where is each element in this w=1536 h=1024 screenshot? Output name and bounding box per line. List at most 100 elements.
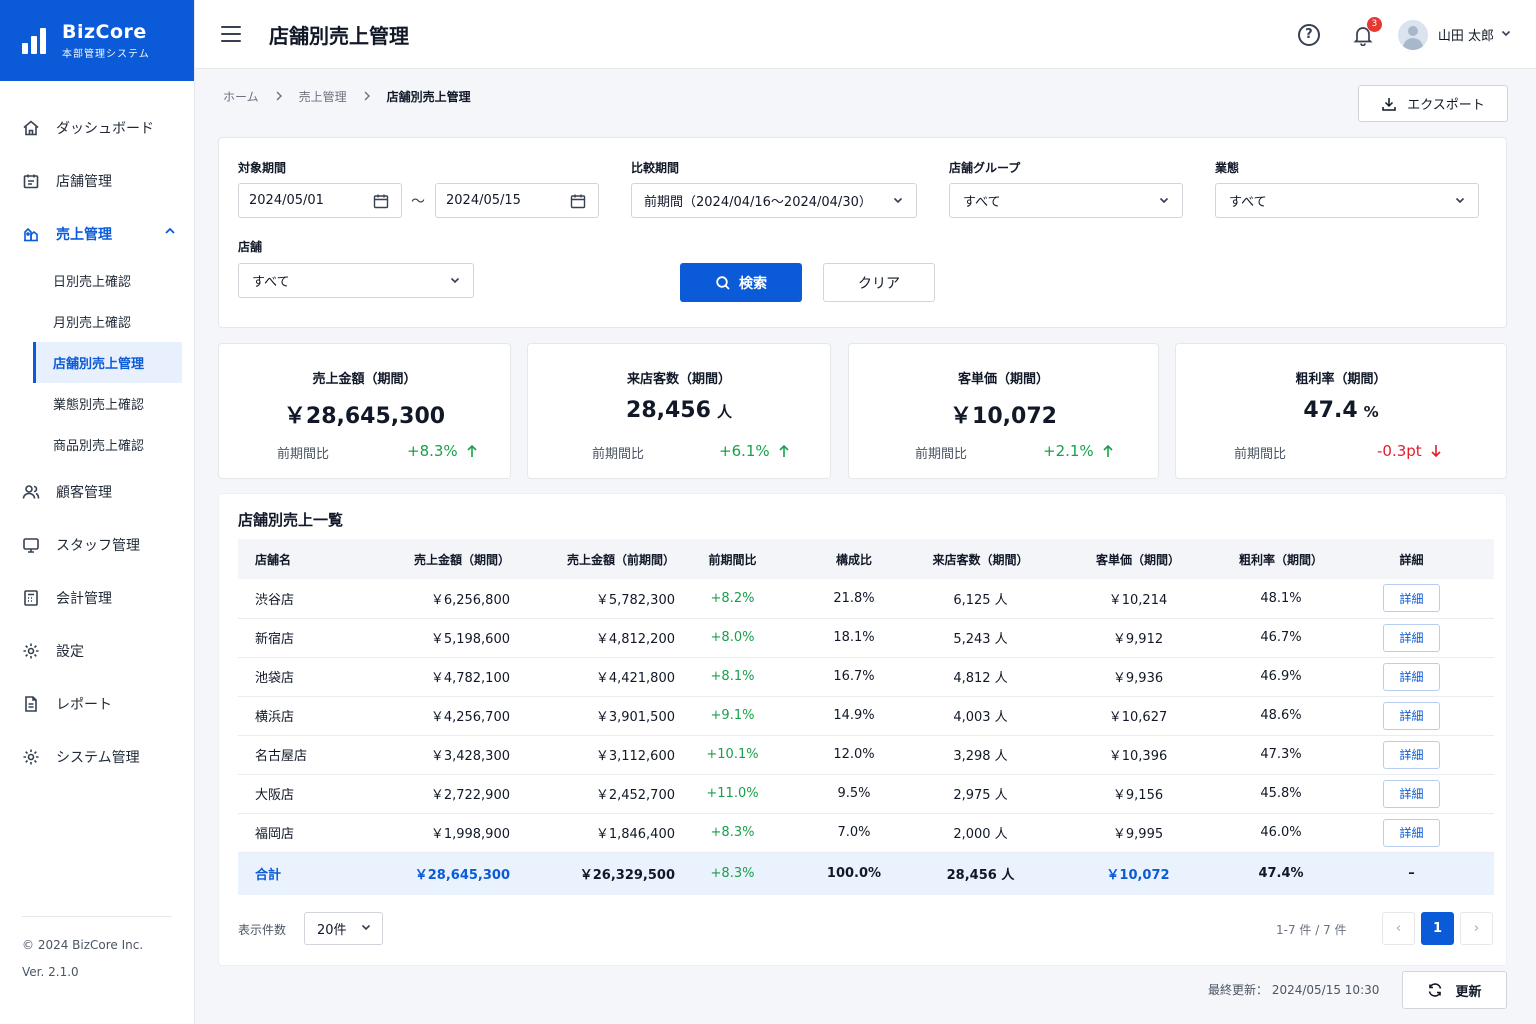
sidebar-subitem-monthly-sales[interactable]: 月別売上確認 — [53, 316, 132, 331]
period-label: 対象期間 — [238, 161, 287, 175]
sidebar-item-settings[interactable]: 設定 — [0, 624, 194, 677]
kpi-compare-label: 前期間比 — [1234, 447, 1287, 462]
bell-icon — [1353, 26, 1373, 46]
kpi-delta: +2.1% — [1043, 442, 1114, 460]
export-button[interactable]: エクスポート — [1358, 85, 1508, 122]
compare-select[interactable]: 前期間（2024/04/16〜2024/04/30） — [631, 183, 917, 218]
cell-store-name: 池袋店 — [255, 671, 295, 686]
sidebar-item-label: ダッシュボード — [56, 120, 154, 137]
kpi-delta: -0.3pt — [1377, 442, 1442, 460]
group-value: すべて — [963, 195, 1001, 210]
kpi-delta: +6.1% — [719, 442, 790, 460]
cell-margin: 46.9% — [1260, 669, 1302, 684]
search-icon — [716, 275, 730, 290]
brand-subtitle: 本部管理システム — [62, 49, 150, 60]
period-to-field[interactable]: 2024/05/15 — [435, 183, 599, 218]
prev-page-button[interactable]: ‹ — [1382, 912, 1415, 945]
period-to-value: 2024/05/15 — [446, 193, 521, 208]
col-visitors[interactable]: 来店客数（期間） — [932, 552, 1029, 567]
sidebar-item-dashboard[interactable]: ダッシュボード — [0, 101, 194, 154]
detail-button[interactable]: 詳細 — [1383, 623, 1440, 652]
sidebar-item-label: システム管理 — [56, 749, 140, 766]
col-store-name[interactable]: 店舗名 — [255, 552, 292, 567]
period-from-field[interactable]: 2024/05/01 — [238, 183, 402, 218]
sidebar-subitem-format-sales[interactable]: 業態別売上確認 — [53, 398, 145, 413]
kpi-title: 粗利率（期間） — [1295, 372, 1387, 387]
sidebar-subitem-store-sales[interactable]: 店舗別売上管理 — [33, 342, 182, 383]
cell-ratio: +8.0% — [710, 630, 755, 645]
table-row: 新宿店 ￥5,198,600 ￥4,812,200 +8.0% 18.1% 5,243 人… — [238, 618, 1494, 657]
cell-unit-price: ￥10,396 — [1108, 749, 1168, 764]
format-select[interactable]: すべて — [1215, 183, 1479, 218]
chevron-up-icon[interactable] — [164, 225, 176, 241]
user-name[interactable]: 山田 太郎 — [1437, 29, 1494, 44]
sidebar-item-label: 店舗管理 — [56, 173, 112, 190]
chevron-down-icon[interactable] — [1500, 27, 1512, 43]
col-ratio[interactable]: 前期間比 — [708, 552, 757, 567]
detail-button[interactable]: 詳細 — [1383, 584, 1440, 613]
clear-button[interactable]: クリア — [823, 263, 935, 302]
cell-share: 9.5% — [837, 786, 871, 801]
col-prev-sales[interactable]: 売上金額（前期間） — [566, 552, 675, 567]
cell-visitors: 4,003 人 — [953, 710, 1008, 725]
sidebar-item-system[interactable]: システム管理 — [0, 730, 194, 783]
col-detail: 詳細 — [1399, 552, 1424, 567]
cell-prev-sales: ￥4,812,200 — [595, 632, 675, 647]
avatar[interactable] — [1397, 19, 1428, 50]
sidebar-item-reports[interactable]: レポート — [0, 677, 194, 730]
sidebar-subitem-product-sales[interactable]: 商品別売上確認 — [53, 439, 145, 454]
calendar-icon[interactable] — [373, 193, 389, 213]
notification-badge: 3 — [1366, 16, 1382, 32]
cell-total-share: 100.0% — [826, 866, 882, 882]
detail-button[interactable]: 詳細 — [1383, 701, 1440, 730]
breadcrumb-home[interactable]: ホーム — [223, 90, 259, 104]
kpi-delta: +8.3% — [407, 442, 478, 460]
sidebar-item-label: 設定 — [56, 643, 84, 660]
sidebar-item-sales[interactable]: 売上管理 — [0, 207, 194, 260]
system-gear-icon — [22, 748, 40, 766]
breadcrumb-sales[interactable]: 売上管理 — [298, 90, 347, 104]
col-unit-price[interactable]: 客単価（期間） — [1095, 552, 1180, 567]
detail-button[interactable]: 詳細 — [1383, 779, 1440, 808]
detail-button[interactable]: 詳細 — [1383, 662, 1440, 691]
col-margin[interactable]: 粗利率（期間） — [1238, 552, 1323, 567]
col-sales[interactable]: 売上金額（期間） — [413, 552, 510, 567]
help-icon[interactable]: ? — [1297, 23, 1320, 46]
search-button[interactable]: 検索 — [680, 263, 802, 302]
chevron-down-icon — [892, 194, 904, 210]
per-page-select[interactable]: 20件 — [304, 912, 383, 945]
sidebar-item-customers[interactable]: 顧客管理 — [0, 465, 194, 518]
refresh-button[interactable]: 更新 — [1402, 971, 1507, 1009]
sidebar-item-staff[interactable]: スタッフ管理 — [0, 518, 194, 571]
kpi-compare-label: 前期間比 — [915, 447, 968, 462]
gear-icon — [22, 642, 40, 660]
sidebar-nav: ダッシュボード 店舗管理 売上管理 日別売上確認 月別売上確認 店舗別売上管理 … — [0, 81, 194, 783]
cell-ratio: +8.1% — [710, 669, 755, 684]
menu-icon[interactable] — [221, 26, 241, 42]
table-header-row: 店舗名 売上金額（期間） 売上金額（前期間） 前期間比 構成比 来店客数（期間）… — [238, 539, 1494, 579]
arrow-up-icon — [467, 444, 477, 457]
calendar-icon[interactable] — [570, 193, 586, 213]
sidebar-item-accounting[interactable]: 会計管理 — [0, 571, 194, 624]
version: Ver. 2.1.0 — [22, 965, 79, 979]
notification-button[interactable]: 3 — [1352, 16, 1382, 46]
refresh-label: 更新 — [1455, 984, 1482, 1000]
cell-detail: 詳細 — [1329, 579, 1494, 618]
store-value: すべて — [252, 275, 290, 290]
sidebar-item-stores[interactable]: 店舗管理 — [0, 154, 194, 207]
col-share[interactable]: 構成比 — [835, 552, 872, 567]
export-label: エクスポート — [1407, 98, 1485, 113]
sidebar-subitem-daily-sales[interactable]: 日別売上確認 — [53, 275, 132, 290]
store-select[interactable]: すべて — [238, 263, 474, 298]
compare-label: 比較期間 — [631, 161, 680, 175]
staff-icon — [22, 536, 40, 554]
compare-value: 前期間（2024/04/16〜2024/04/30） — [644, 195, 872, 210]
brand[interactable]: BizCore 本部管理システム — [0, 0, 194, 81]
detail-button[interactable]: 詳細 — [1383, 818, 1440, 847]
group-select[interactable]: すべて — [949, 183, 1183, 218]
next-page-button[interactable]: › — [1460, 912, 1493, 945]
detail-button[interactable]: 詳細 — [1383, 740, 1440, 769]
page-button-1[interactable]: 1 — [1421, 912, 1454, 945]
cell-unit-price: ￥9,156 — [1112, 788, 1164, 803]
sidebar-item-label: レポート — [56, 696, 112, 713]
